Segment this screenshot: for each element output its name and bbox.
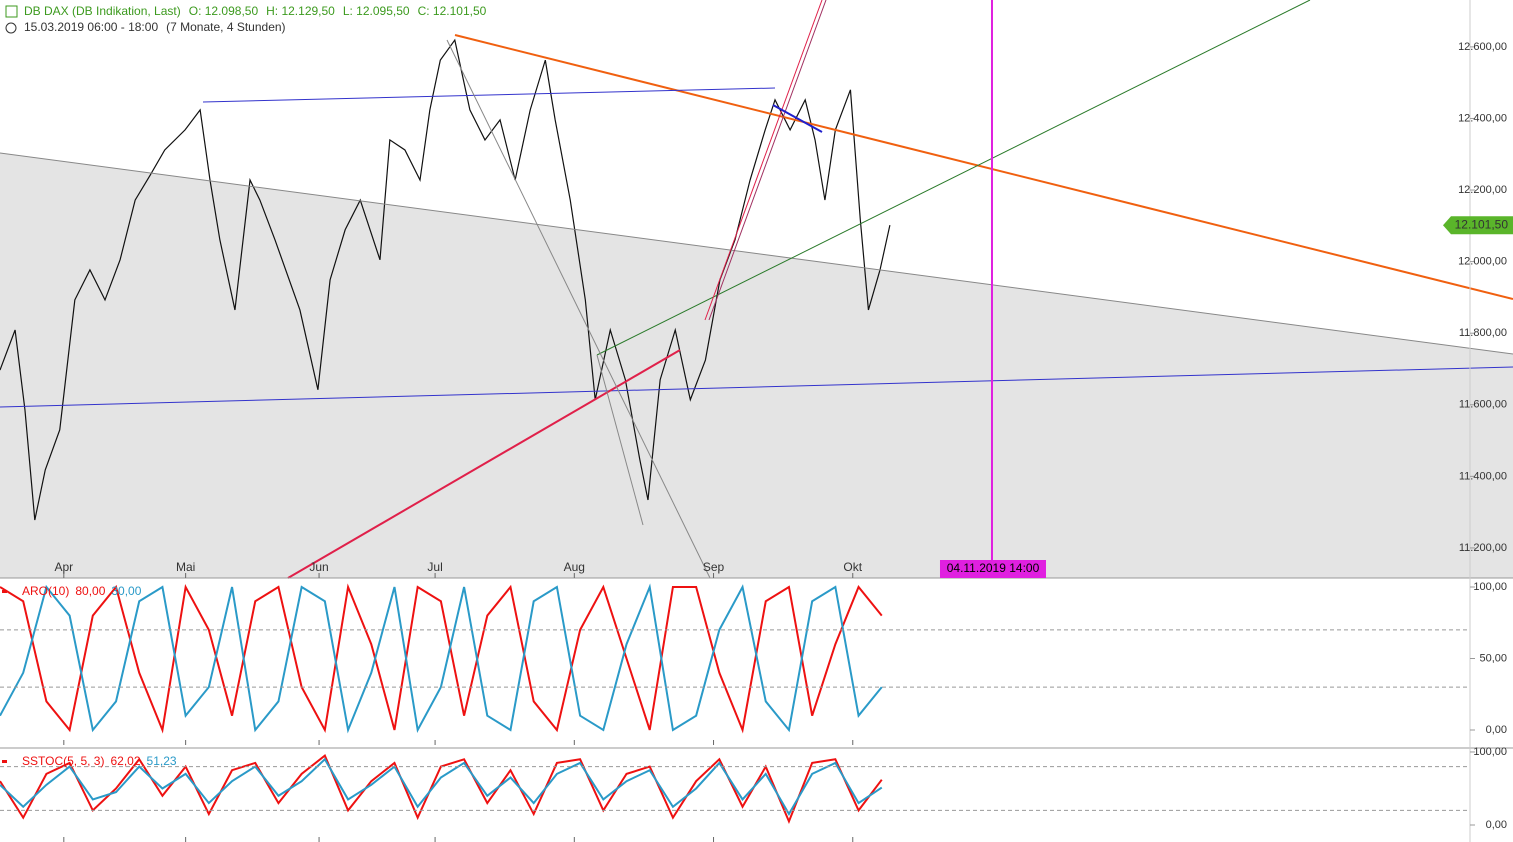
legend-text: 30,00 xyxy=(111,584,141,598)
trend-line xyxy=(596,0,1311,356)
x-tick-label: Apr xyxy=(54,560,73,574)
ohlc: C: 12.101,50 xyxy=(418,4,487,18)
series-line xyxy=(0,38,891,521)
legend-swatch xyxy=(2,760,7,763)
y-tick-label: 50,00 xyxy=(1479,652,1507,664)
price-tag-label: 12.101,50 xyxy=(1455,217,1509,231)
trend-line xyxy=(708,0,827,321)
trend-line xyxy=(704,0,823,321)
trend-line xyxy=(596,354,644,526)
trend-line xyxy=(454,34,1513,300)
shaded-channel xyxy=(0,153,1513,578)
series-line xyxy=(0,757,883,817)
title: DB DAX (DB Indikation, Last) xyxy=(24,4,181,18)
ohlc: O: 12.098,50 xyxy=(189,4,259,18)
legend-text: ARO(10) xyxy=(22,584,69,598)
legend: SSTOC(5, 5, 3) 62,02 51,23 xyxy=(22,754,177,768)
clock-icon xyxy=(5,22,17,34)
x-tick-label: Jul xyxy=(427,560,442,574)
period: 15.03.2019 06:00 - 18:00 xyxy=(24,20,158,34)
trend-line xyxy=(446,39,711,579)
x-tick-label: Mai xyxy=(176,560,195,574)
y-tick-label: 12.400,00 xyxy=(1458,112,1507,124)
span: (7 Monate, 4 Stunden) xyxy=(166,20,285,34)
legend: ARO(10) 80,00 30,00 xyxy=(22,584,142,598)
x-tick-label: Okt xyxy=(843,560,862,574)
icon xyxy=(5,5,18,18)
trend-line xyxy=(0,152,1513,355)
trend-line xyxy=(0,366,1513,408)
y-tick-label: 11.400,00 xyxy=(1459,470,1507,482)
y-tick-label: 12.000,00 xyxy=(1458,256,1507,268)
ohlc: L: 12.095,50 xyxy=(343,4,410,18)
period-line: 15.03.2019 06:00 - 18:00 (7 Monate, 4 Stu… xyxy=(24,20,286,34)
header-line: DB DAX (DB Indikation, Last) O: 12.098,50… xyxy=(24,4,487,18)
ohlc: H: 12.129,50 xyxy=(266,4,335,18)
marks xyxy=(0,38,891,824)
y-tick-label: 0,00 xyxy=(1486,724,1507,736)
x-tick-label: Aug xyxy=(564,560,585,574)
trend-line xyxy=(287,349,681,579)
x-tick-label: Jun xyxy=(309,560,328,574)
annotation-box xyxy=(939,560,1046,578)
legend-text: SSTOC(5, 5, 3) xyxy=(22,754,104,768)
annotation-label: 04.11.2019 14:00 xyxy=(947,561,1040,575)
trend-line xyxy=(772,104,823,133)
legend-text: 62,02 xyxy=(110,754,140,768)
y-tick-label: 12.600,00 xyxy=(1458,41,1507,53)
y-tick-label: 11.800,00 xyxy=(1459,327,1507,339)
y-tick-label: 12.200,00 xyxy=(1458,184,1507,196)
legend-text: 80,00 xyxy=(75,584,105,598)
y-tick-label: 100,00 xyxy=(1473,581,1507,593)
y-tick-label: 11.200,00 xyxy=(1459,542,1507,554)
y-tick-label: 0,00 xyxy=(1486,819,1507,831)
series-line xyxy=(0,583,883,734)
y-tick-label: 11.600,00 xyxy=(1459,399,1507,411)
y-tick-label: 100,00 xyxy=(1473,746,1507,758)
legend-text: 51,23 xyxy=(147,754,177,768)
series-line xyxy=(0,754,883,824)
legend-swatch xyxy=(2,590,7,593)
series-line xyxy=(0,583,883,734)
trend-line xyxy=(202,87,776,103)
x-tick-label: Sep xyxy=(703,560,725,574)
price-tag xyxy=(1443,216,1513,235)
